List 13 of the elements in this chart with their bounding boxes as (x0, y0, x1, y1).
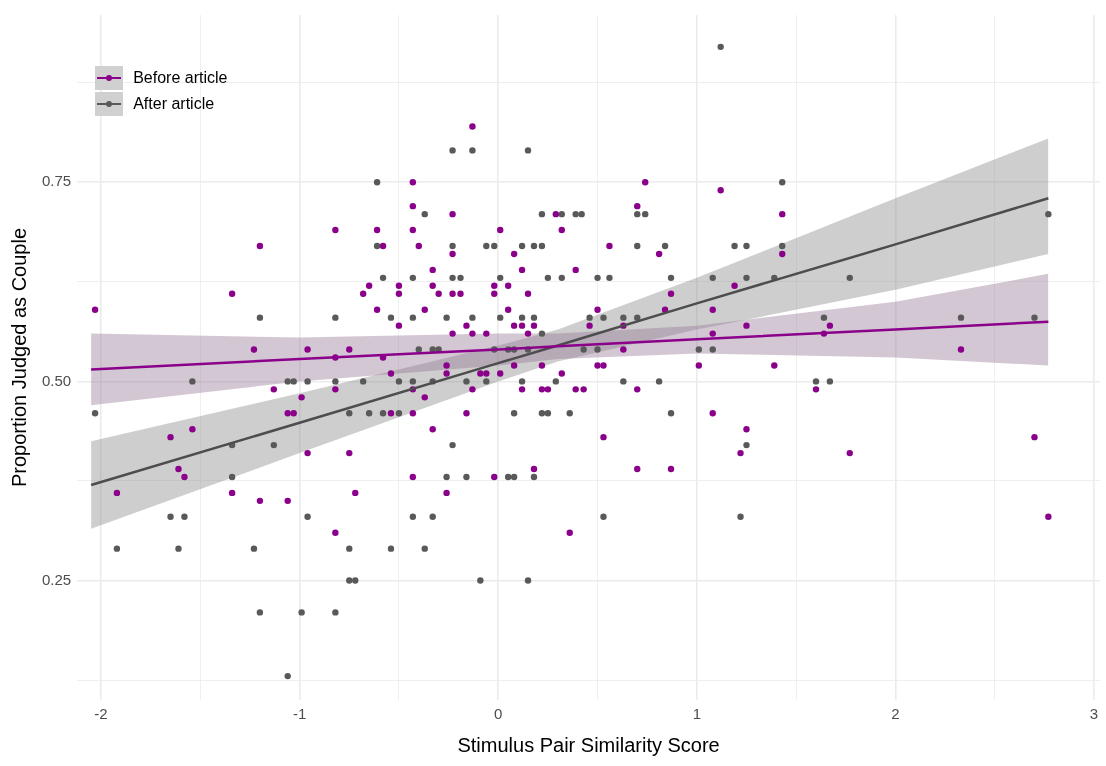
x-tick-label: 2 (891, 705, 900, 723)
y-tick-label: 0.50 (41, 371, 72, 389)
x-tick-label: -2 (94, 705, 108, 723)
x-tick-label: 3 (1089, 705, 1099, 723)
x-tick-label: -1 (292, 705, 307, 723)
y-tick-label: 0.25 (41, 570, 72, 588)
x-tick-label: 0 (494, 705, 503, 723)
x-axis-title: Stimulus Pair Similarity Score (457, 733, 720, 756)
legend-label: After article (133, 94, 215, 114)
y-axis-title: Proportion Judged as Couple (7, 227, 30, 488)
legend-label: Before article (133, 68, 228, 88)
y-tick-label: 0.75 (41, 172, 72, 190)
x-tick-label: 1 (692, 705, 702, 723)
